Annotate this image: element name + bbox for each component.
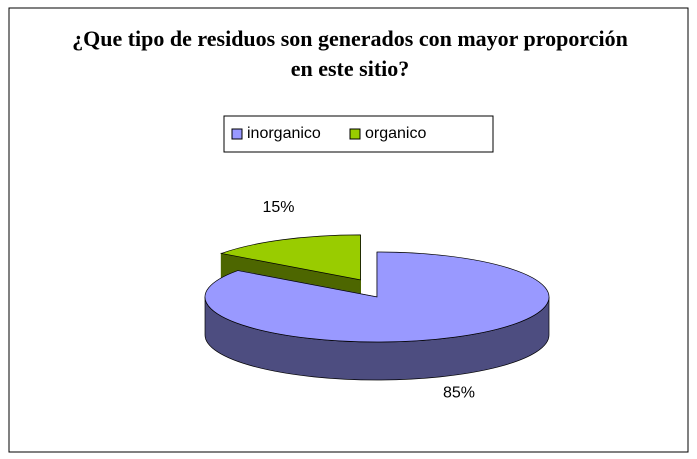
data-label: 85% — [443, 384, 475, 401]
legend-label: organico — [365, 125, 426, 142]
data-label: 15% — [262, 199, 294, 216]
pie: 85% 15% — [204, 199, 550, 401]
chart-title: ¿Que tipo de residuos son generados con … — [72, 26, 628, 81]
slice — [204, 251, 550, 343]
legend-label: inorganico — [247, 125, 321, 142]
legend: inorganico organico — [231, 125, 426, 142]
legend-swatch — [231, 128, 243, 140]
legend-swatch — [349, 128, 361, 140]
slice — [220, 234, 361, 281]
